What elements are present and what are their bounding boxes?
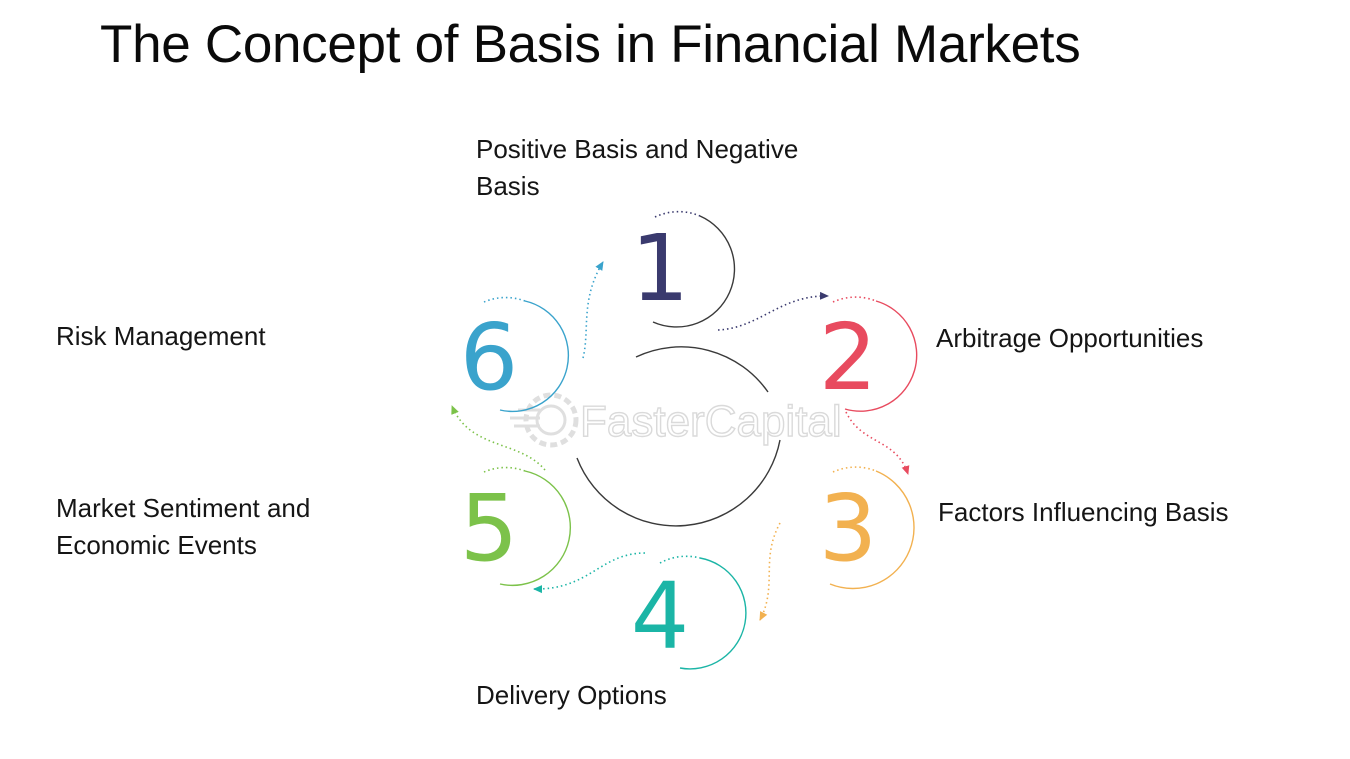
step-4-label-line-1: Delivery Options bbox=[476, 680, 667, 710]
step-3-node: 3 bbox=[819, 466, 915, 590]
step-1-node: 1 bbox=[631, 210, 736, 328]
step-5-node: 5 bbox=[460, 466, 571, 587]
step-1-number: 1 bbox=[631, 215, 690, 322]
step-5-label-line-1: Market Sentiment and bbox=[56, 493, 311, 523]
page-title: The Concept of Basis in Financial Market… bbox=[100, 15, 1081, 74]
step-6-number: 6 bbox=[460, 304, 519, 411]
step-4-label: Delivery Options bbox=[476, 677, 667, 714]
step-1-label: Positive Basis and Negative Basis bbox=[476, 131, 798, 205]
step-3-label: Factors Influencing Basis bbox=[938, 494, 1228, 531]
watermark-text: FasterCapital bbox=[580, 397, 842, 446]
step-3-label-line-1: Factors Influencing Basis bbox=[938, 497, 1229, 527]
arrow-6-to-1 bbox=[582, 261, 604, 359]
step-1-label-line-1: Positive Basis and Negative bbox=[476, 134, 799, 164]
step-5-number: 5 bbox=[460, 475, 519, 582]
watermark-logo: FasterCapital bbox=[510, 392, 842, 448]
step-3-number: 3 bbox=[819, 475, 878, 582]
step-5-label: Market Sentiment and Economic Events bbox=[56, 490, 310, 564]
step-2-number: 2 bbox=[819, 304, 878, 411]
arrow-3-to-4 bbox=[759, 522, 781, 621]
arrow-1-to-2 bbox=[717, 291, 829, 331]
arrow-2-to-3 bbox=[845, 411, 910, 475]
arrow-4-to-5 bbox=[533, 552, 646, 594]
step-2-node: 2 bbox=[819, 296, 918, 412]
step-6-label: Risk Management bbox=[56, 318, 266, 355]
step-4-number: 4 bbox=[631, 563, 690, 670]
center-ring bbox=[576, 346, 781, 527]
step-6-label-line-1: Risk Management bbox=[56, 321, 266, 351]
step-2-label-line-1: Arbitrage Opportunities bbox=[936, 323, 1204, 353]
step-6-node: 6 bbox=[460, 296, 570, 413]
step-1-label-line-2: Basis bbox=[476, 171, 540, 201]
step-5-label-line-2: Economic Events bbox=[56, 530, 257, 560]
step-2-label: Arbitrage Opportunities bbox=[936, 320, 1203, 357]
step-4-node: 4 bbox=[631, 555, 747, 670]
